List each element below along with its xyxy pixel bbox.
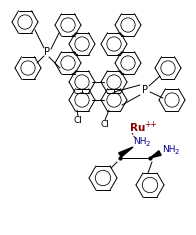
- Text: Cl: Cl: [74, 115, 83, 125]
- Text: P: P: [44, 47, 50, 57]
- Text: 2: 2: [175, 149, 179, 155]
- Text: Ru: Ru: [130, 123, 145, 133]
- Text: NH: NH: [162, 145, 175, 154]
- Polygon shape: [150, 151, 161, 158]
- Text: NH: NH: [133, 137, 146, 146]
- Text: ++: ++: [144, 120, 157, 129]
- Polygon shape: [119, 147, 133, 157]
- Text: Cl: Cl: [101, 120, 109, 129]
- Text: 2: 2: [146, 141, 150, 147]
- Text: P: P: [142, 85, 148, 95]
